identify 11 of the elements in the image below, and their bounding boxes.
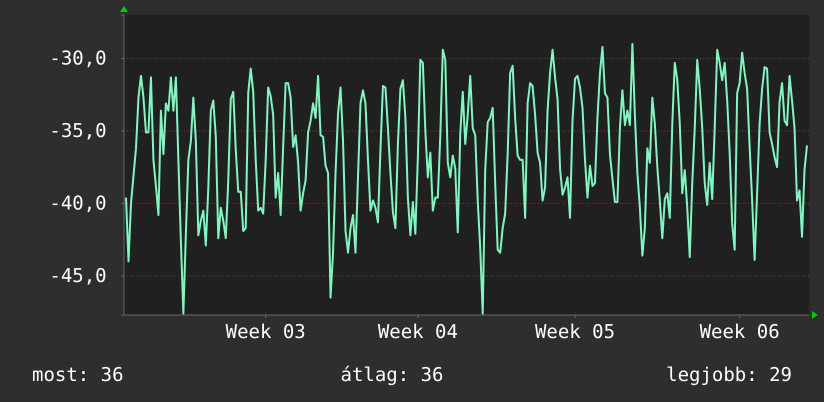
x-tick-label: Week 06 <box>700 321 780 344</box>
text: most: 36 <box>32 364 124 386</box>
x-tick-label: Week 05 <box>534 321 616 344</box>
text: átlag: 36 <box>340 364 444 386</box>
x-tick-label: Week 03 <box>226 321 306 344</box>
y-tick-label: -45,0 <box>49 264 107 287</box>
y-tick-label: -40,0 <box>49 192 107 214</box>
text: legjobb: 29 <box>666 364 792 386</box>
y-tick-label: -30,0 <box>49 48 107 70</box>
y-tick-label: -35,0 <box>49 120 107 142</box>
x-tick-label: Week 04 <box>378 321 458 344</box>
